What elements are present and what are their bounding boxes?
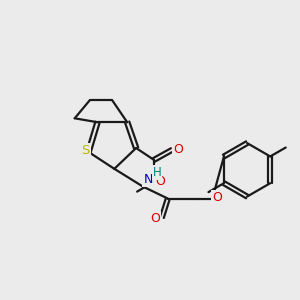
Text: H: H [153, 166, 161, 179]
Text: O: O [155, 175, 165, 188]
Text: O: O [173, 142, 183, 155]
Text: N: N [143, 173, 153, 186]
Text: O: O [212, 191, 222, 204]
Text: S: S [81, 145, 90, 158]
Text: O: O [150, 212, 160, 225]
